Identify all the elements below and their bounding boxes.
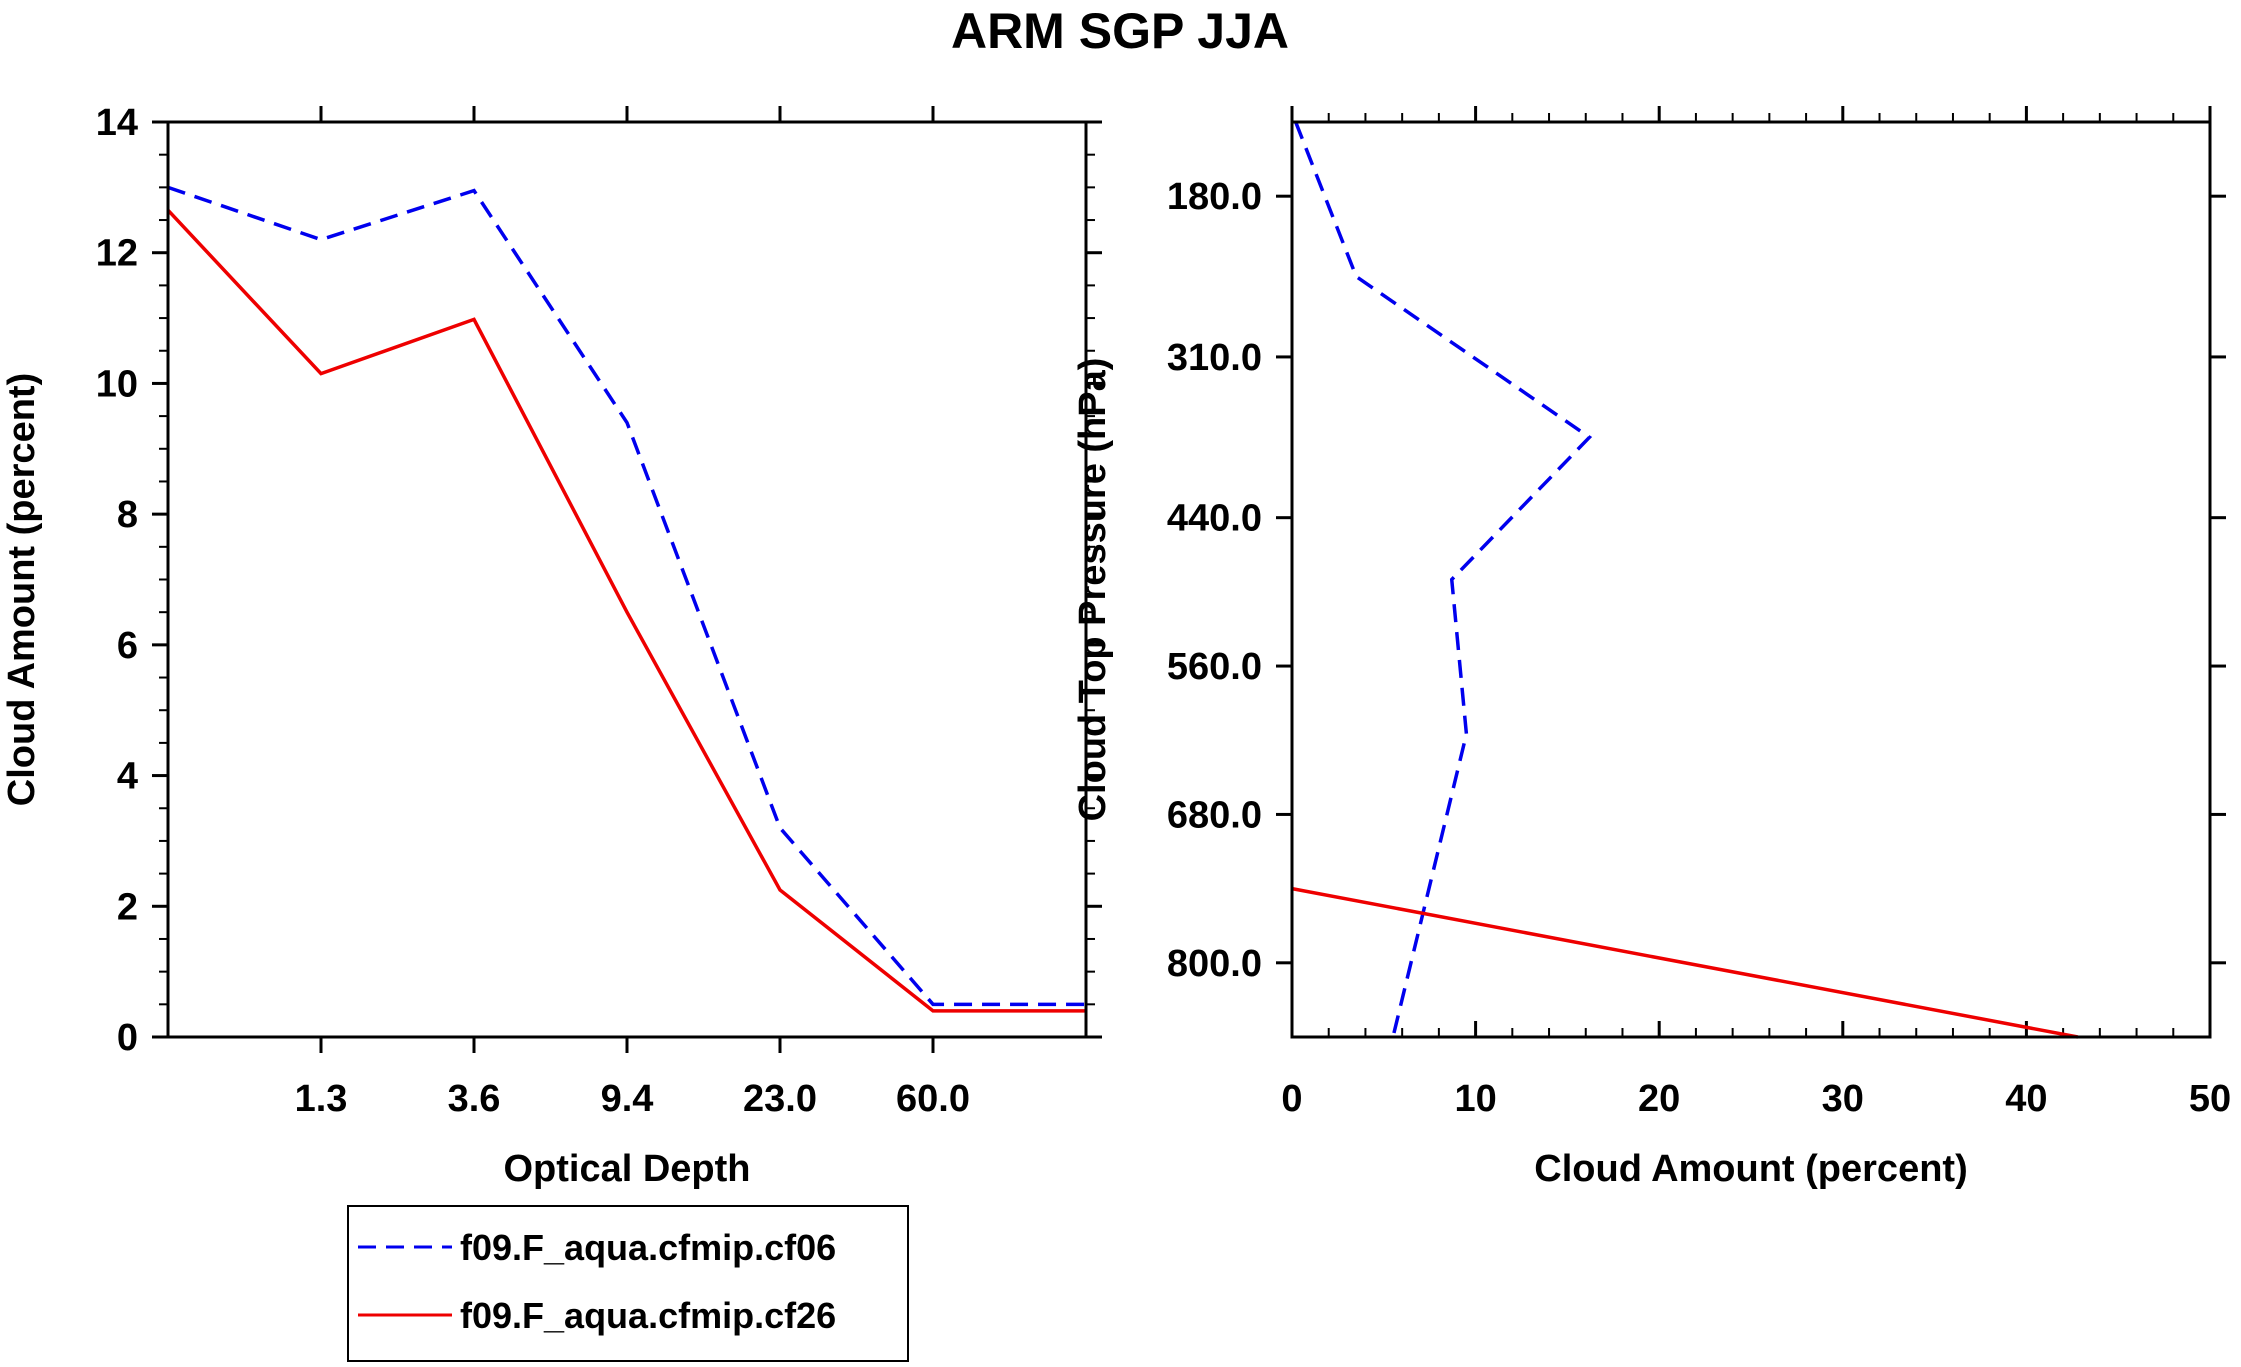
left-tick-labels: 0 2 4 6 8 10 12 14 1.3 3.6 9.4 23.0 60.0	[96, 102, 970, 1120]
legend-label-cf26: f09.F_aqua.cfmip.cf26	[460, 1295, 836, 1336]
left-series-lines	[166, 185, 1086, 1013]
right-x-tick-label: 40	[2005, 1078, 2047, 1120]
left-series-line-1	[167, 185, 1086, 1007]
left-y-tick-label: 14	[96, 102, 138, 144]
right-x-tick-label: 10	[1454, 1078, 1496, 1120]
right-x-tick-label: 20	[1638, 1078, 1680, 1120]
legend-label-cf06: f09.F_aqua.cfmip.cf06	[460, 1227, 836, 1268]
left-chart-panel: 0 2 4 6 8 10 12 14 1.3 3.6 9.4 23.0 60.0 Optical Dep…	[1, 102, 1102, 1190]
left-y-tick-label: 4	[117, 756, 138, 798]
right-plot-frame	[1290, 120, 2212, 1039]
left-axis-ticks	[152, 106, 1102, 1053]
left-y-tick-label: 8	[117, 494, 138, 536]
right-y-tick-label: 800.0	[1167, 943, 1262, 985]
right-x-tick-label: 50	[2189, 1078, 2231, 1120]
left-series-line-2	[166, 209, 1086, 1013]
left-x-tick-label: 3.6	[448, 1078, 501, 1120]
right-y-tick-label: 560.0	[1167, 646, 1262, 688]
right-y-tick-label: 310.0	[1167, 337, 1262, 379]
left-y-tick-label: 2	[117, 886, 138, 928]
right-tick-labels: 0 10 20 30 40 50 180.0 310.0 440.0 560.0 680.0 800.…	[1167, 176, 2231, 1120]
right-x-tick-label: 30	[1822, 1078, 1864, 1120]
legend-box	[347, 1205, 909, 1362]
right-x-tick-label: 0	[1281, 1078, 1302, 1120]
right-y-tick-label: 680.0	[1167, 794, 1262, 836]
right-series-line-2	[1291, 886, 2079, 1039]
right-axis-ticks	[1276, 106, 2226, 1037]
left-x-tick-label: 9.4	[601, 1078, 654, 1120]
left-y-axis-label: Cloud Amount (percent)	[1, 373, 43, 806]
left-x-tick-label: 1.3	[295, 1078, 348, 1120]
right-y-axis-label: Cloud Top Pressure (hPa)	[1072, 358, 1114, 822]
left-plot-frame	[166, 120, 1088, 1039]
left-y-tick-label: 10	[96, 363, 138, 405]
left-x-axis-label: Optical Depth	[503, 1148, 750, 1190]
figure-title: ARM SGP JJA	[951, 3, 1289, 59]
left-y-tick-label: 0	[117, 1017, 138, 1059]
right-x-axis-label: Cloud Amount (percent)	[1534, 1148, 1967, 1190]
right-series-line-1	[1294, 121, 1593, 1038]
right-y-tick-label: 440.0	[1167, 498, 1262, 540]
right-y-tick-label: 180.0	[1167, 176, 1262, 218]
left-x-tick-label: 23.0	[743, 1078, 817, 1120]
chart-legend: f09.F_aqua.cfmip.cf06 f09.F_aqua.cfmip.c…	[347, 1205, 909, 1362]
left-y-tick-label: 6	[117, 625, 138, 667]
left-x-tick-label: 60.0	[896, 1078, 970, 1120]
left-y-tick-label: 12	[96, 233, 138, 275]
right-chart-panel: 0 10 20 30 40 50 180.0 310.0 440.0 560.0 680.0 800.…	[1072, 106, 2231, 1190]
right-series-lines	[1291, 121, 2079, 1039]
